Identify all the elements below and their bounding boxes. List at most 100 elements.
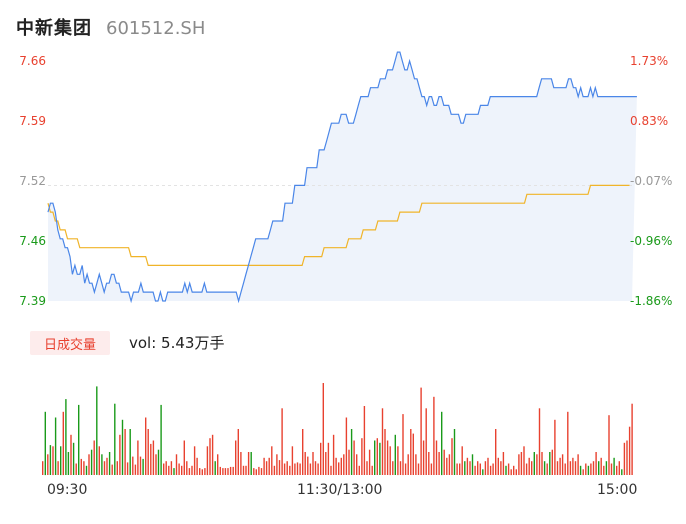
volume-bar: [561, 454, 564, 475]
volume-bar: [124, 429, 126, 475]
volume-bar: [232, 466, 234, 475]
volume-bar: [397, 446, 399, 476]
volume-bar: [219, 466, 221, 475]
volume-bar: [438, 452, 440, 475]
volume-bar: [170, 461, 173, 475]
volume-bar: [150, 443, 152, 475]
time-label-midday: 11:30/13:00: [297, 482, 383, 498]
volume-bar: [613, 457, 615, 475]
volume-bar: [466, 457, 469, 475]
volume-bar: [379, 442, 381, 475]
volume-bar: [513, 465, 515, 475]
volume-bar: [392, 461, 394, 475]
volume-bar: [70, 434, 72, 475]
volume-readout: vol: 5.43万手: [129, 334, 225, 352]
volume-bar: [479, 463, 481, 475]
stock-code: 601512.SH: [106, 18, 206, 39]
volume-bar: [546, 463, 548, 475]
volume-bar: [368, 449, 371, 475]
volume-bar: [320, 442, 322, 475]
stock-name: 中新集团: [16, 18, 92, 39]
volume-bar: [253, 468, 255, 475]
volume-bar: [422, 440, 425, 475]
volume-bar: [543, 461, 546, 475]
y-right-tick-label: -1.86%: [630, 294, 672, 308]
volume-bar: [443, 449, 445, 475]
volume-bar: [361, 438, 363, 475]
volume-bar: [96, 386, 98, 475]
volume-bar: [242, 465, 245, 475]
volume-bar: [623, 442, 626, 475]
volume-bar: [265, 461, 268, 475]
volume-bar: [278, 460, 281, 476]
y-left-tick-label: 7.39: [19, 294, 46, 308]
volume-bar: [348, 449, 350, 475]
volume-bar: [538, 408, 541, 475]
volume-bar: [83, 461, 85, 475]
volume-bar: [356, 454, 358, 475]
volume-bar: [549, 452, 551, 475]
volume-bar: [106, 457, 108, 475]
volume-bar: [415, 454, 417, 475]
volume-bar: [453, 429, 456, 475]
volume-bar: [515, 469, 517, 476]
volume-bar: [98, 446, 100, 476]
volume-tab[interactable]: 日成交量: [30, 331, 110, 355]
volume-bar: [165, 461, 167, 475]
volume-bar: [456, 463, 458, 475]
volume-bar: [206, 446, 209, 476]
volume-bar: [214, 461, 216, 475]
volume-bar: [201, 469, 203, 476]
volume-bar: [72, 442, 75, 475]
volume-bar: [489, 465, 492, 475]
volume-bar: [505, 465, 507, 475]
volume-bar: [579, 465, 582, 475]
volume-bar: [325, 452, 327, 475]
volume-bar: [482, 469, 484, 476]
volume-bar: [335, 457, 337, 475]
volume-bar: [595, 452, 597, 475]
volume-bar: [309, 463, 312, 475]
volume-bar: [168, 465, 170, 475]
volume-bar: [294, 463, 296, 475]
volume-bar: [487, 457, 489, 475]
volume-bar: [448, 454, 451, 475]
time-label-open: 09:30: [47, 482, 88, 498]
volume-bar: [572, 457, 574, 475]
volume-bar: [222, 468, 224, 475]
volume-bar: [404, 463, 407, 475]
volume-bar: [173, 468, 175, 475]
volume-bar: [585, 463, 587, 475]
volume-bar: [605, 461, 608, 475]
volume-bar: [60, 446, 62, 476]
y-left-tick-label: 7.46: [19, 234, 46, 248]
volume-bar: [374, 440, 376, 475]
volume-bar: [229, 466, 232, 475]
y-right-tick-label: -0.07%: [630, 174, 672, 188]
volume-bar: [536, 454, 538, 475]
volume-bar: [286, 461, 288, 475]
volume-bar: [224, 468, 227, 475]
volume-bar: [420, 387, 422, 475]
volume-bar: [163, 463, 165, 475]
volume-bar: [258, 466, 260, 475]
volume-bar: [302, 429, 304, 475]
volume-bar: [240, 452, 242, 475]
volume-bar: [350, 429, 353, 475]
volume-bar: [430, 463, 433, 475]
volume-bar: [132, 456, 134, 475]
volume-bar: [394, 434, 396, 475]
volume-bar: [610, 463, 613, 475]
volume-bar: [145, 417, 147, 475]
volume-bar: [42, 461, 44, 475]
y-right-tick-label: 1.73%: [630, 54, 668, 68]
volume-bar: [289, 465, 291, 475]
y-left-tick-label: 7.66: [19, 54, 46, 68]
volume-bar: [307, 456, 309, 475]
volume-bar: [618, 461, 620, 475]
price-line: [47, 51, 637, 304]
volume-bar: [533, 452, 535, 475]
volume-bar: [196, 457, 198, 475]
volume-bar: [62, 411, 64, 476]
volume-bar: [338, 462, 340, 475]
